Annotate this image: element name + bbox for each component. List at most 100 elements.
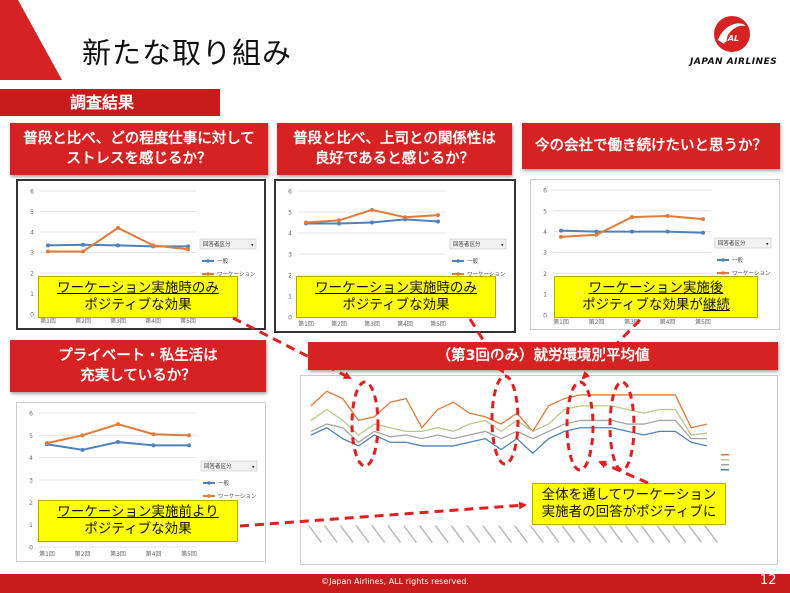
legend-title: 回答者区分 [204, 462, 232, 470]
question-private-line2: 充実しているか？ [80, 368, 196, 384]
section-label: 調査結果 [0, 89, 220, 116]
x-category-label-mark [577, 525, 592, 543]
data-point [630, 215, 634, 220]
data-point [665, 214, 670, 219]
y-tick-label: 0 [288, 315, 292, 322]
y-tick-label: 0 [543, 313, 547, 320]
y-tick-label: 1 [288, 294, 292, 301]
data-point [80, 433, 85, 438]
question-box-company: 今の会社で働き続けたいと思うか？ [522, 123, 780, 169]
arrow-stress [232, 316, 352, 380]
y-tick-label: 2 [543, 271, 547, 278]
x-tick-label: 第3回 [110, 550, 126, 558]
y-tick-label: 5 [288, 210, 292, 217]
arrow-company [581, 318, 642, 380]
data-point [116, 225, 120, 230]
logo-text: JAPAN AIRLINES [690, 57, 778, 67]
y-tick-label: 6 [29, 411, 33, 418]
x-tick-label: 第5回 [695, 318, 711, 326]
data-point [370, 220, 374, 225]
legend-title: 回答者区分 [453, 240, 481, 248]
legend-title-box [449, 238, 507, 250]
legend-marker [721, 258, 725, 262]
legend-marker [207, 494, 211, 498]
data-point [559, 234, 563, 239]
x-tick-label: 第2回 [589, 318, 605, 326]
highlight-ellipse-3 [565, 380, 595, 472]
highlight-ellipse-1 [350, 380, 380, 468]
legend-entry: 一般 [217, 257, 229, 265]
environment-series-line [310, 419, 707, 444]
data-point [80, 447, 85, 452]
question-stress-line2: ストレスを感じるか？ [66, 151, 212, 167]
x-category-label-mark [704, 525, 718, 543]
x-category-label-mark [450, 525, 465, 543]
y-tick-label: 5 [543, 208, 547, 215]
x-tick-label: 第1回 [40, 317, 56, 325]
legend-title-box [200, 460, 258, 472]
data-point [45, 441, 49, 446]
caption-company-line1: ワーケーション実施後 [588, 280, 724, 296]
question-boss-line2: 良好であると感じるか？ [314, 151, 475, 167]
x-category-label-mark [656, 525, 671, 543]
arrow-private [239, 501, 527, 528]
x-tick-label: 第5回 [181, 550, 197, 558]
footer-bar [0, 574, 790, 593]
data-point [337, 218, 341, 223]
y-tick-label: 4 [543, 229, 547, 236]
environment-legend-swatch [721, 454, 729, 456]
question-private-line1: プライベート・私生活は [58, 348, 218, 364]
legend-entry: 一般 [467, 257, 479, 265]
x-category-label-mark [434, 525, 449, 543]
legend-title-box [714, 237, 772, 249]
x-category-label-mark [640, 525, 655, 543]
caption-company: ワーケーション実施後 ポジティブな効果が継続 [554, 276, 758, 318]
jal-mark-text: JAL [723, 34, 739, 43]
caption-private-line1: ワーケーション実施前より [57, 504, 219, 520]
data-point [630, 229, 634, 234]
data-point [151, 443, 156, 448]
x-category-label-mark [371, 525, 386, 543]
data-point [187, 443, 191, 448]
highlight-ellipse-4 [608, 380, 636, 472]
legend-title: 回答者区分 [203, 240, 231, 248]
legend-marker [206, 259, 210, 263]
jal-crane-logo-icon: JAL [714, 16, 750, 52]
caption-boss-line2: ポジティブな効果 [342, 297, 450, 313]
x-category-label-mark [514, 525, 528, 543]
x-tick-label: 第1回 [553, 318, 569, 326]
y-tick-label: 1 [543, 292, 547, 299]
x-tick-label: 第5回 [430, 320, 446, 328]
legend-entry: ワーケーション [732, 270, 771, 277]
caption-private-line2: ポジティブな効果 [84, 521, 192, 537]
data-point [370, 207, 374, 212]
y-tick-label: 6 [288, 189, 292, 196]
legend-entry: ワーケーション [467, 271, 506, 278]
data-point [81, 242, 85, 247]
legend-marker [456, 259, 460, 263]
x-category-label-mark [609, 525, 623, 543]
y-tick-label: 6 [543, 188, 547, 195]
data-point [46, 243, 50, 248]
page-title: 新たな取り組み [82, 36, 293, 70]
data-point [116, 440, 120, 445]
x-category-label-mark [672, 525, 687, 543]
chart-frame-environment [300, 375, 778, 565]
x-category-label-mark [530, 525, 544, 543]
data-point [116, 243, 120, 248]
x-tick-label: 第3回 [364, 320, 380, 328]
y-tick-label: 4 [29, 455, 33, 462]
x-tick-label: 第2回 [331, 320, 347, 328]
y-tick-label: 3 [30, 250, 34, 257]
x-category-label-mark [324, 525, 338, 543]
x-category-label-mark [482, 525, 496, 543]
legend-title: 回答者区分 [718, 239, 746, 247]
data-point [46, 249, 50, 254]
legend-title-box [199, 238, 257, 250]
caption-company-line2: ポジティブな効果が継続 [582, 297, 730, 314]
y-tick-label: 6 [30, 189, 34, 196]
y-tick-label: 3 [288, 252, 292, 259]
x-category-label-mark [561, 525, 576, 543]
